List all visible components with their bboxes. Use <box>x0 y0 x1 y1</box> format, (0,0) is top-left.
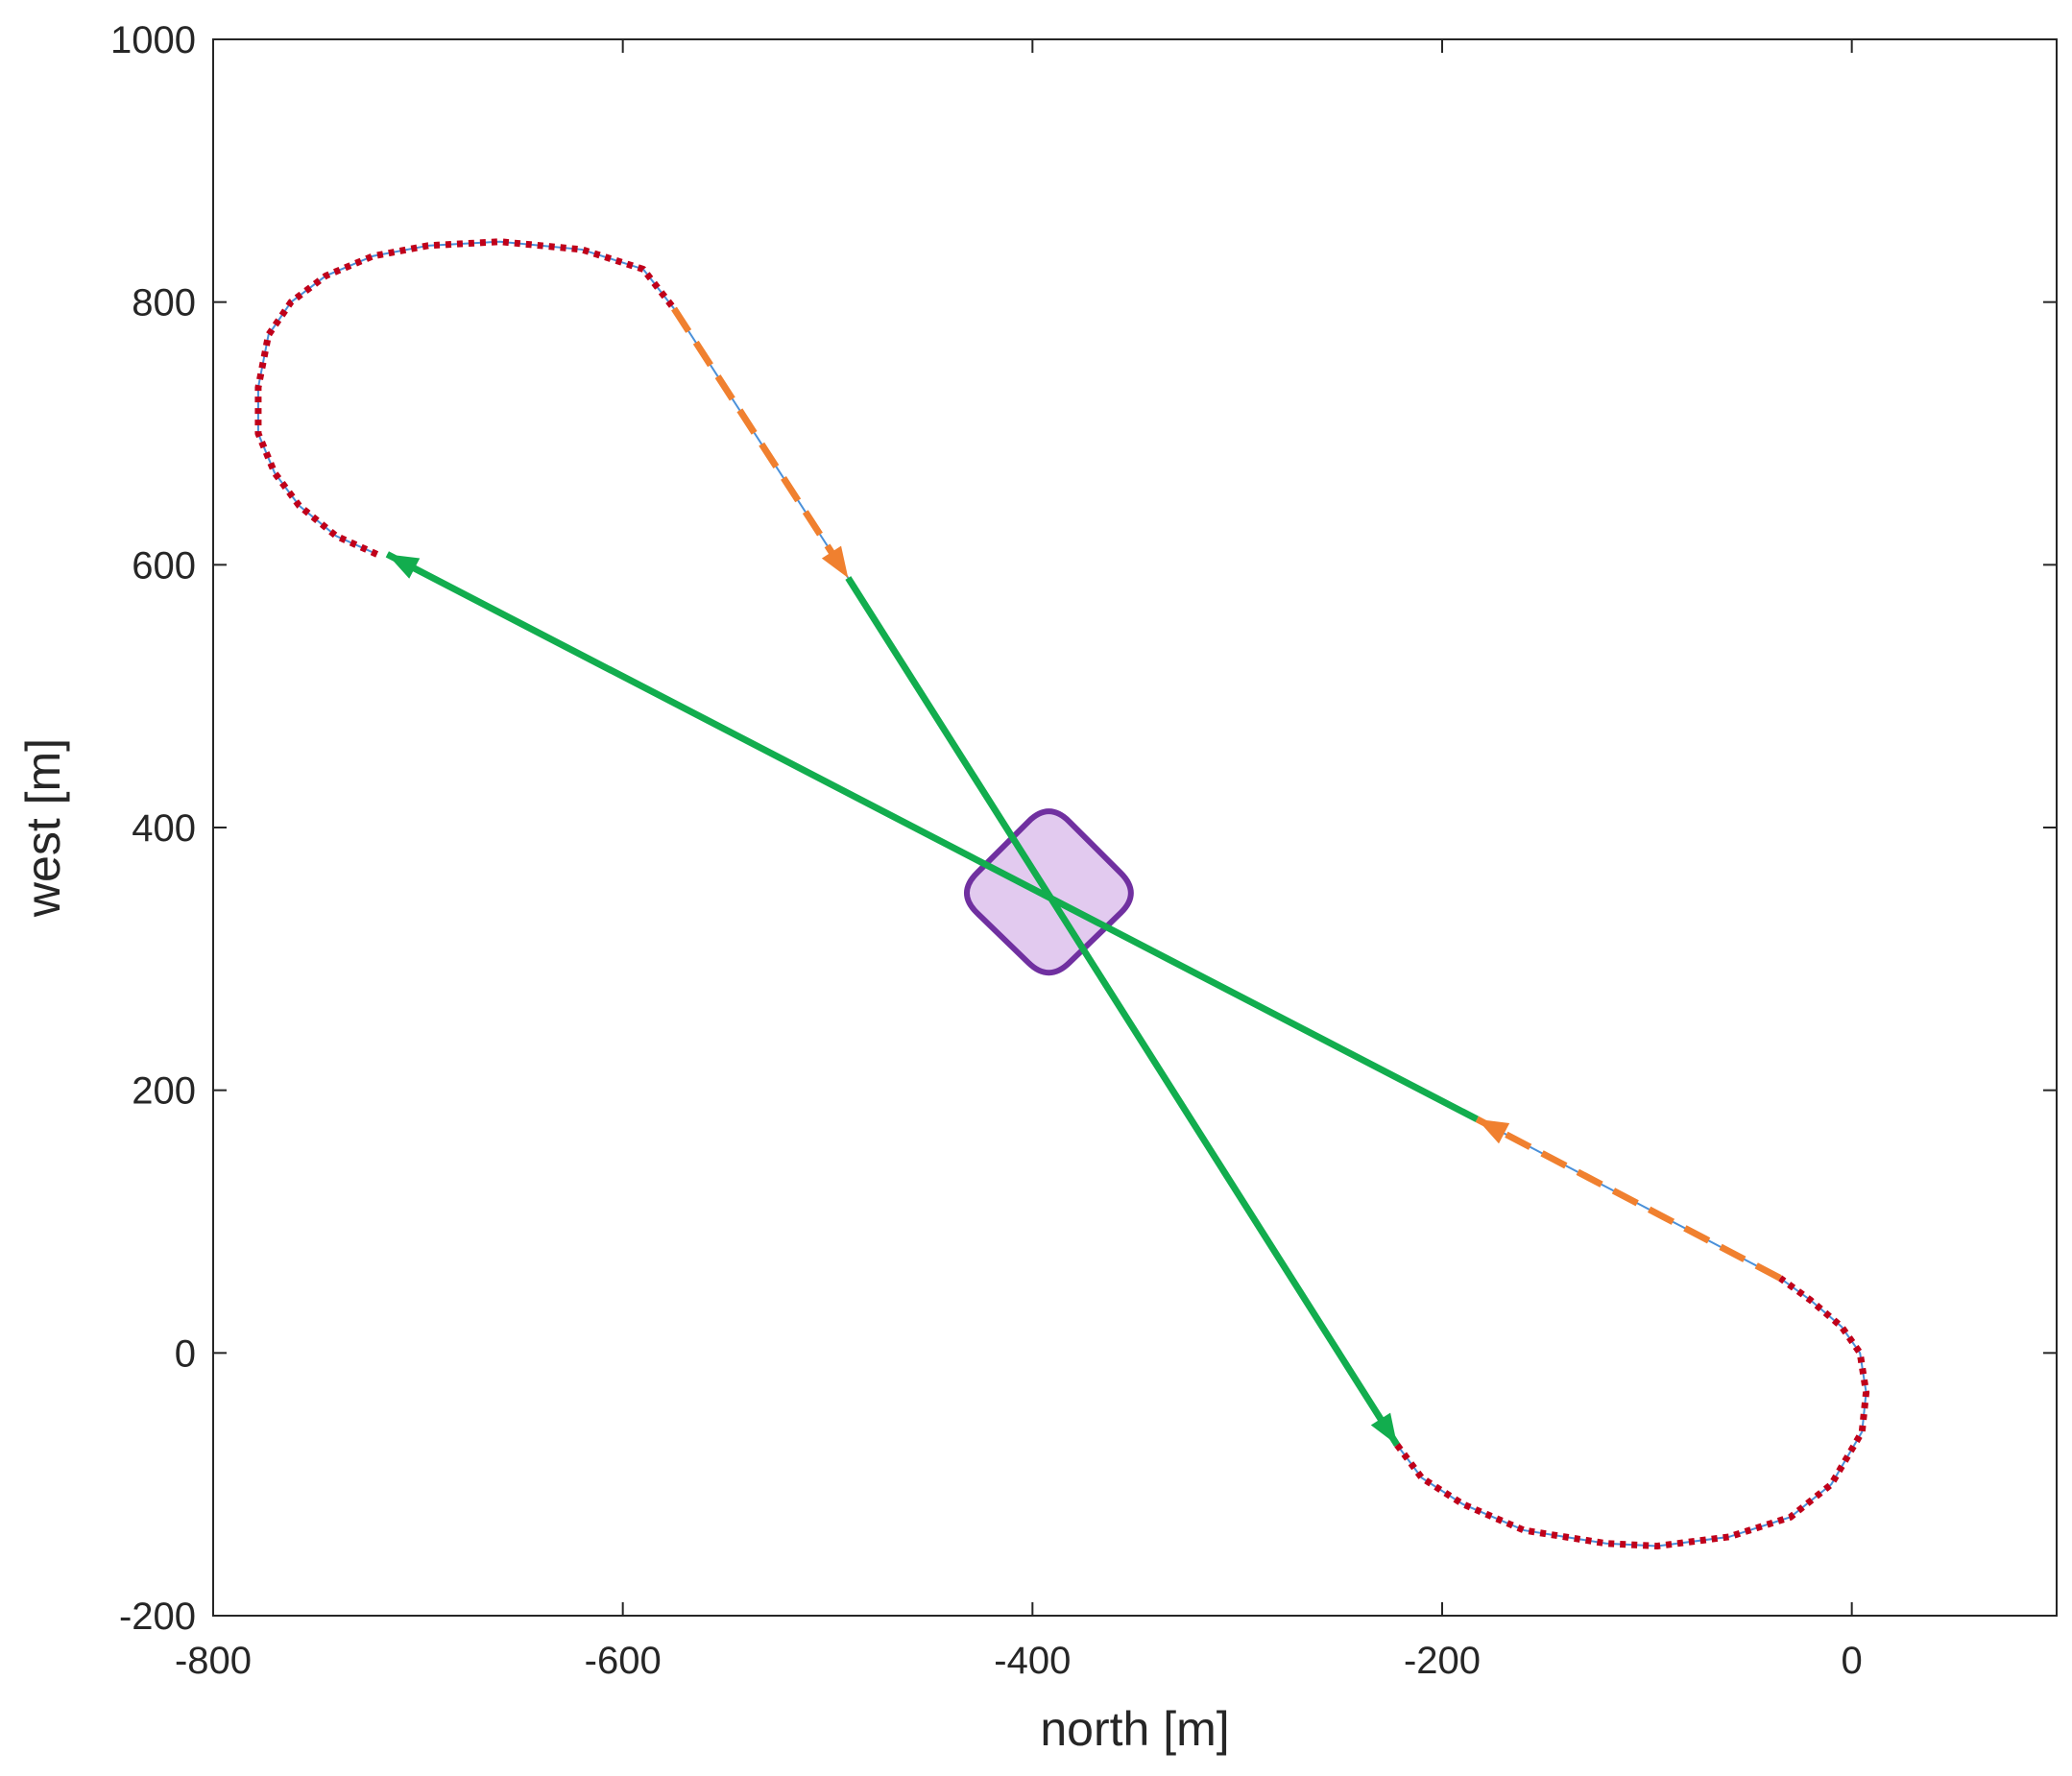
x-tick-label-2: -400 <box>994 1640 1071 1682</box>
series-line-4 <box>1475 1116 1782 1282</box>
y-tick-label-0: -200 <box>119 1596 196 1638</box>
series-line-0 <box>254 238 677 558</box>
series-arrowhead-1 <box>821 545 849 579</box>
series-line-3 <box>1394 1275 1870 1549</box>
series-line-1 <box>671 306 852 580</box>
x-tick-label-3: -200 <box>1404 1640 1481 1682</box>
x-tick-label-1: -600 <box>585 1640 662 1682</box>
y-axis-label: west [m] <box>16 738 70 918</box>
reference-line-0 <box>256 240 675 556</box>
plot-frame <box>212 38 2058 1617</box>
y-tick-label-3: 400 <box>132 807 196 850</box>
series-layer <box>254 238 1870 1549</box>
y-tick-label-4: 600 <box>132 544 196 587</box>
y-tick-label-5: 800 <box>132 282 196 324</box>
x-tick-label-4: 0 <box>1842 1640 1863 1682</box>
series-line-2 <box>845 576 1401 1447</box>
y-tick-label-1: 0 <box>175 1332 196 1375</box>
y-tick-label-2: 200 <box>132 1070 196 1113</box>
x-tick-label-0: -800 <box>175 1640 252 1682</box>
tick-layer: -800 -600 -400 -200 0 -200 0 200 400 600 800 1000 <box>110 19 2057 1682</box>
series-arrowhead-5 <box>387 554 421 579</box>
x-axis-label: north [m] <box>1040 1702 1229 1756</box>
y-tick-label-6: 1000 <box>110 19 196 61</box>
series-arrowhead-2 <box>1370 1412 1398 1446</box>
series-line-5 <box>385 551 1479 1122</box>
series-arrowhead-4 <box>1477 1118 1510 1144</box>
